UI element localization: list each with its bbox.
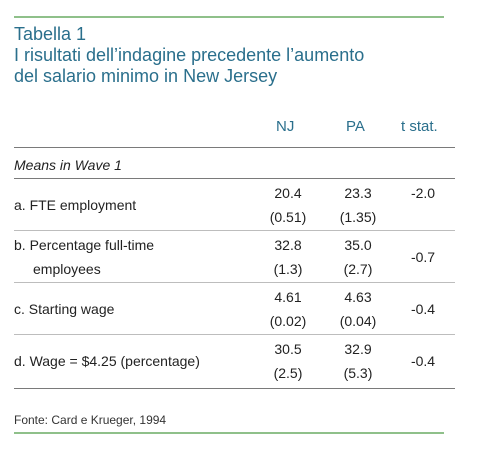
nj-value: 32.8: [274, 237, 302, 253]
nj-value: 4.61: [274, 289, 302, 305]
row-label: d. Wage = $4.25 (percentage): [14, 353, 200, 369]
row-divider: [14, 282, 455, 283]
nj-stderr: (1.3): [273, 261, 303, 277]
column-header-tstat: t stat.: [401, 118, 438, 135]
row-label-continued: employees: [33, 261, 101, 277]
nj-stderr: (0.02): [269, 313, 307, 329]
row-label: b. Percentage full-time: [14, 237, 155, 253]
section-divider: [14, 178, 455, 179]
source-note: Fonte: Card e Krueger, 1994: [14, 413, 167, 427]
pa-stderr: (5.3): [343, 365, 373, 381]
row-label: a. FTE employment: [14, 197, 137, 213]
top-rule: [14, 16, 444, 18]
column-header-nj: NJ: [276, 118, 295, 135]
column-header-pa: PA: [346, 118, 365, 135]
pa-value: 23.3: [344, 185, 372, 201]
table-title: Tabella 1 I risultati dell’indagine prec…: [14, 24, 364, 87]
row-divider: [14, 334, 455, 335]
tstat-value: -0.4: [410, 353, 436, 369]
title-line-2: I risultati dell’indagine precedente l’a…: [14, 45, 365, 65]
tstat-value: -0.4: [410, 301, 436, 317]
nj-stderr: (2.5): [273, 365, 303, 381]
pa-value: 32.9: [344, 341, 372, 357]
row-divider: [14, 230, 455, 231]
pa-value: 35.0: [344, 237, 372, 253]
nj-stderr: (0.51): [269, 209, 307, 225]
nj-value: 30.5: [274, 341, 302, 357]
tstat-value: -2.0: [410, 185, 436, 201]
table-bottom-divider: [14, 388, 455, 389]
table-row: c. Starting wage 4.61 (0.02) 4.63 (0.04)…: [0, 284, 484, 334]
table-row: b. Percentage full-time employees 32.8 (…: [0, 232, 484, 282]
header-divider: [14, 147, 455, 148]
tstat-value: -0.7: [410, 249, 436, 265]
pa-stderr: (2.7): [343, 261, 373, 277]
section-label: Means in Wave 1: [14, 157, 122, 173]
pa-stderr: (0.04): [339, 313, 377, 329]
bottom-rule: [14, 432, 444, 434]
row-label: c. Starting wage: [14, 301, 115, 317]
nj-value: 20.4: [274, 185, 302, 201]
table-row: d. Wage = $4.25 (percentage) 30.5 (2.5) …: [0, 336, 484, 386]
pa-stderr: (1.35): [339, 209, 377, 225]
title-line-3: del salario minimo in New Jersey: [14, 66, 278, 86]
pa-value: 4.63: [344, 289, 372, 305]
title-line-1: Tabella 1: [14, 24, 87, 44]
table-row: a. FTE employment 20.4 (0.51) 23.3 (1.35…: [0, 180, 484, 230]
